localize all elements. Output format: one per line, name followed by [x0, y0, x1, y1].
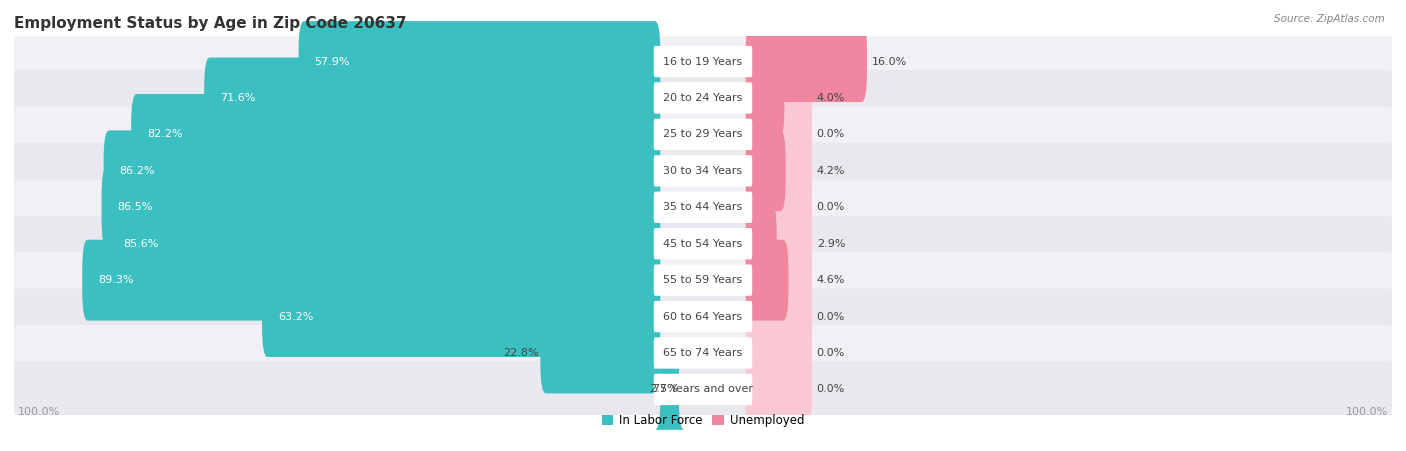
FancyBboxPatch shape — [745, 58, 785, 138]
Text: 45 to 54 Years: 45 to 54 Years — [664, 239, 742, 249]
Text: Source: ZipAtlas.com: Source: ZipAtlas.com — [1274, 14, 1385, 23]
Text: 55 to 59 Years: 55 to 59 Years — [664, 275, 742, 285]
Text: 35 to 44 Years: 35 to 44 Years — [664, 202, 742, 212]
FancyBboxPatch shape — [14, 325, 1392, 381]
FancyBboxPatch shape — [14, 179, 1392, 235]
Text: 20 to 24 Years: 20 to 24 Years — [664, 93, 742, 103]
Text: 86.2%: 86.2% — [120, 166, 155, 176]
Text: 65 to 74 Years: 65 to 74 Years — [664, 348, 742, 358]
FancyBboxPatch shape — [654, 46, 752, 77]
Text: 0.0%: 0.0% — [817, 202, 845, 212]
FancyBboxPatch shape — [745, 21, 811, 102]
FancyBboxPatch shape — [745, 130, 786, 211]
FancyBboxPatch shape — [654, 374, 752, 405]
Text: 0.0%: 0.0% — [817, 312, 845, 322]
Text: 57.9%: 57.9% — [315, 56, 350, 67]
Legend: In Labor Force, Unemployed: In Labor Force, Unemployed — [598, 410, 808, 432]
Text: 89.3%: 89.3% — [98, 275, 134, 285]
FancyBboxPatch shape — [745, 58, 811, 138]
FancyBboxPatch shape — [745, 203, 776, 284]
Text: 0.0%: 0.0% — [817, 348, 845, 358]
FancyBboxPatch shape — [14, 33, 1392, 90]
FancyBboxPatch shape — [14, 106, 1392, 162]
Text: Employment Status by Age in Zip Code 20637: Employment Status by Age in Zip Code 206… — [14, 16, 406, 31]
Text: 4.6%: 4.6% — [817, 275, 845, 285]
Text: 85.6%: 85.6% — [124, 239, 159, 249]
Text: 63.2%: 63.2% — [278, 312, 314, 322]
FancyBboxPatch shape — [745, 203, 811, 284]
FancyBboxPatch shape — [654, 264, 752, 296]
FancyBboxPatch shape — [654, 83, 752, 114]
FancyBboxPatch shape — [745, 21, 868, 102]
FancyBboxPatch shape — [83, 239, 661, 321]
FancyBboxPatch shape — [14, 252, 1392, 308]
Text: 4.0%: 4.0% — [817, 93, 845, 103]
FancyBboxPatch shape — [298, 21, 661, 102]
FancyBboxPatch shape — [745, 276, 811, 357]
FancyBboxPatch shape — [745, 130, 811, 211]
Text: 0.0%: 0.0% — [817, 129, 845, 139]
FancyBboxPatch shape — [101, 167, 661, 248]
FancyBboxPatch shape — [204, 58, 661, 138]
Text: 16 to 19 Years: 16 to 19 Years — [664, 56, 742, 67]
Text: 16.0%: 16.0% — [872, 56, 907, 67]
Text: 100.0%: 100.0% — [17, 407, 59, 417]
FancyBboxPatch shape — [745, 239, 811, 321]
FancyBboxPatch shape — [131, 94, 661, 175]
Text: 75 Years and over: 75 Years and over — [652, 384, 754, 395]
Text: 2.7%: 2.7% — [650, 384, 678, 395]
Text: 82.2%: 82.2% — [148, 129, 183, 139]
Text: 25 to 29 Years: 25 to 29 Years — [664, 129, 742, 139]
FancyBboxPatch shape — [14, 289, 1392, 345]
Text: 2.9%: 2.9% — [817, 239, 845, 249]
FancyBboxPatch shape — [654, 337, 752, 368]
Text: 71.6%: 71.6% — [221, 93, 256, 103]
Text: 0.0%: 0.0% — [817, 384, 845, 395]
FancyBboxPatch shape — [262, 276, 661, 357]
FancyBboxPatch shape — [655, 349, 685, 430]
FancyBboxPatch shape — [14, 216, 1392, 272]
Text: 22.8%: 22.8% — [503, 348, 538, 358]
FancyBboxPatch shape — [654, 155, 752, 187]
Text: 86.5%: 86.5% — [117, 202, 153, 212]
FancyBboxPatch shape — [654, 301, 752, 332]
FancyBboxPatch shape — [745, 313, 811, 393]
Text: 30 to 34 Years: 30 to 34 Years — [664, 166, 742, 176]
FancyBboxPatch shape — [14, 361, 1392, 418]
FancyBboxPatch shape — [654, 119, 752, 150]
FancyBboxPatch shape — [654, 228, 752, 259]
FancyBboxPatch shape — [104, 130, 661, 211]
FancyBboxPatch shape — [108, 203, 661, 284]
FancyBboxPatch shape — [745, 94, 811, 175]
FancyBboxPatch shape — [14, 143, 1392, 199]
FancyBboxPatch shape — [745, 167, 811, 248]
Text: 100.0%: 100.0% — [1347, 407, 1389, 417]
Text: 4.2%: 4.2% — [817, 166, 845, 176]
FancyBboxPatch shape — [540, 313, 661, 393]
FancyBboxPatch shape — [14, 70, 1392, 126]
FancyBboxPatch shape — [654, 192, 752, 223]
FancyBboxPatch shape — [745, 349, 811, 430]
Text: 60 to 64 Years: 60 to 64 Years — [664, 312, 742, 322]
FancyBboxPatch shape — [745, 239, 789, 321]
